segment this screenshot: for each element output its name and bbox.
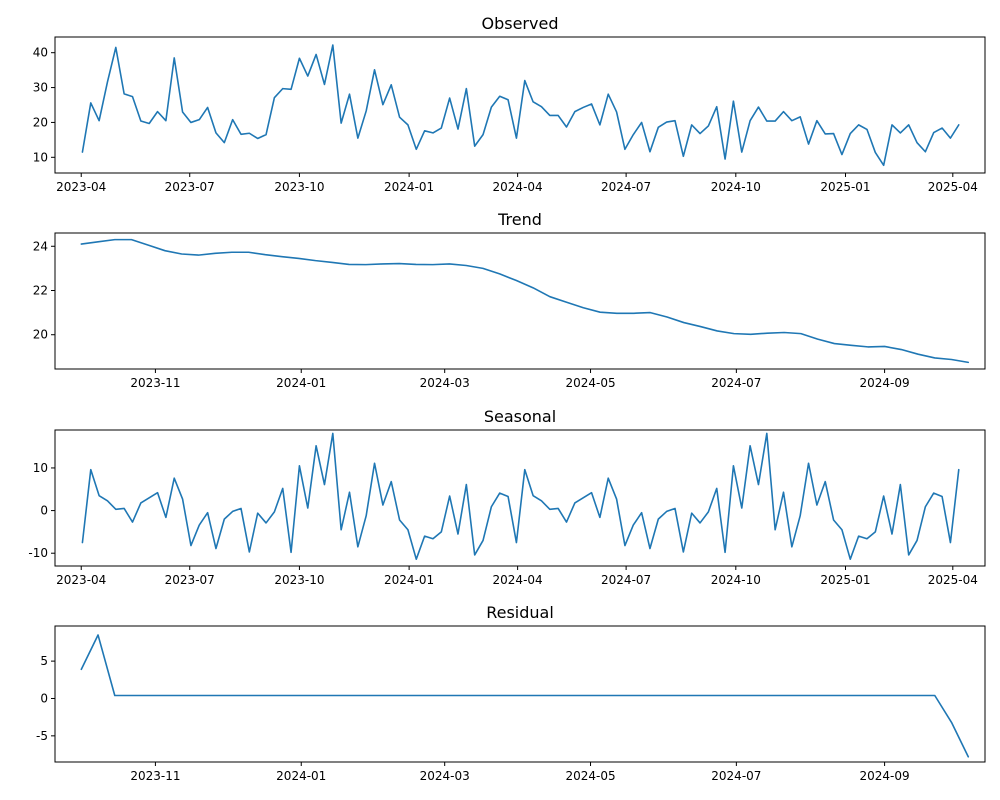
seasonal-x-tick-label: 2024-01 [384, 573, 434, 587]
trend-title: Trend [497, 210, 542, 229]
observed-title: Observed [482, 14, 559, 33]
trend-x-tick-label: 2024-03 [420, 376, 470, 390]
trend-y-tick-label: 20 [33, 328, 48, 342]
observed-x-tick-label: 2024-04 [493, 180, 543, 194]
observed-y-tick-label: 10 [33, 150, 48, 164]
seasonal-x-tick-label: 2023-10 [274, 573, 324, 587]
seasonal-panel: Seasonal 2023-04 2023-07 2023-10 2024-01 2024… [28, 407, 986, 587]
observed-x-tick-label: 2025-04 [928, 180, 978, 194]
trend-x-tick-label: 2023-11 [130, 376, 180, 390]
trend-y-tick-label: 22 [33, 283, 48, 297]
residual-y-tick-label: 5 [40, 654, 48, 668]
observed-y-tick-label: 20 [33, 115, 48, 129]
seasonal-x-tick-label: 2025-01 [820, 573, 870, 587]
seasonal-y-tick-label: 10 [33, 461, 48, 475]
trend-y-tick-label: 24 [33, 239, 48, 253]
seasonal-x-tick-label: 2023-07 [165, 573, 215, 587]
trend-axes-frame [54, 232, 986, 370]
trend-x-tick-label: 2024-09 [860, 376, 910, 390]
seasonal-y-tick-label: 0 [40, 504, 48, 518]
seasonal-x-tick-label: 2023-04 [56, 573, 106, 587]
residual-panel: Residual 2023-11 2024-01 2024-03 2024-05 2024… [36, 603, 986, 783]
seasonal-title: Seasonal [484, 407, 556, 426]
observed-x-tick-label: 2023-07 [165, 180, 215, 194]
residual-axes-frame [54, 625, 986, 763]
observed-panel: Observed 2023-04 2023-07 2023-10 2024-01 2024… [33, 14, 986, 194]
seasonal-y-tick-label: -10 [28, 546, 48, 560]
observed-x-tick-label: 2025-01 [820, 180, 870, 194]
observed-x-tick-label: 2024-01 [384, 180, 434, 194]
trend-x-tick-label: 2024-07 [711, 376, 761, 390]
seasonal-axes-frame [54, 429, 986, 567]
residual-y-tick-label: 0 [40, 691, 48, 705]
seasonal-x-tick-label: 2024-10 [711, 573, 761, 587]
seasonal-x-tick-label: 2024-04 [493, 573, 543, 587]
observed-x-tick-label: 2024-07 [601, 180, 651, 194]
residual-series-line [80, 634, 970, 758]
observed-axes-frame [54, 36, 986, 174]
seasonal-x-tick-label: 2024-07 [601, 573, 651, 587]
trend-x-tick-label: 2024-01 [276, 376, 326, 390]
seasonal-x-tick-label: 2025-04 [928, 573, 978, 587]
residual-y-tick-label: -5 [36, 729, 48, 743]
trend-panel: Trend 2023-11 2024-01 2024-03 2024-05 2024-07… [33, 210, 986, 390]
observed-y-tick-label: 30 [33, 81, 48, 95]
observed-series-line [81, 44, 960, 167]
observed-x-tick-label: 2023-04 [56, 180, 106, 194]
trend-x-tick-label: 2024-05 [565, 376, 615, 390]
residual-x-tick-label: 2024-05 [565, 769, 615, 783]
residual-x-tick-label: 2024-07 [711, 769, 761, 783]
residual-x-tick-label: 2024-01 [276, 769, 326, 783]
residual-x-tick-label: 2024-09 [860, 769, 910, 783]
residual-x-tick-label: 2024-03 [420, 769, 470, 783]
residual-x-tick-label: 2023-11 [130, 769, 180, 783]
observed-y-tick-label: 40 [33, 46, 48, 60]
residual-title: Residual [486, 603, 554, 622]
trend-series-line [80, 238, 970, 364]
observed-x-tick-label: 2024-10 [711, 180, 761, 194]
seasonal-series-line [81, 432, 960, 560]
observed-x-tick-label: 2023-10 [274, 180, 324, 194]
